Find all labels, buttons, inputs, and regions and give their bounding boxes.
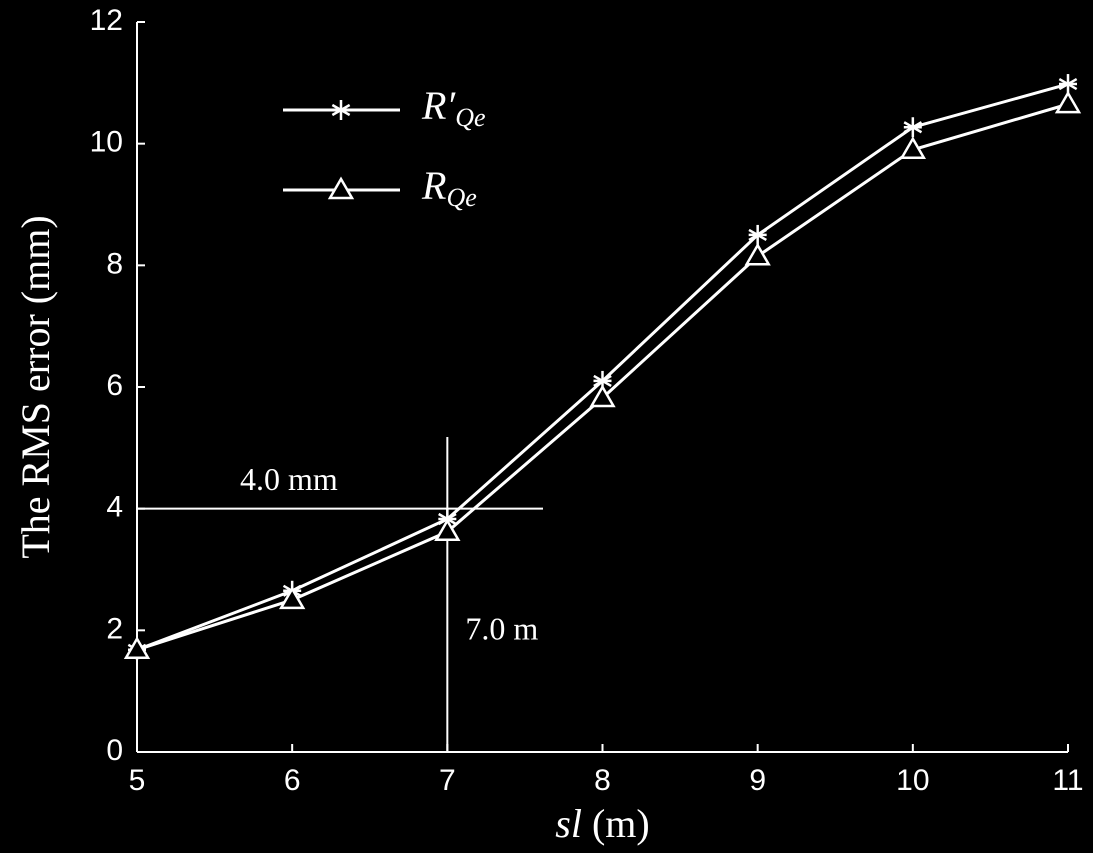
- marker: [123, 636, 151, 660]
- marker: [744, 242, 771, 266]
- marker: [593, 370, 612, 391]
- y-tick-label: 12: [90, 4, 123, 37]
- legend-marker: [331, 100, 351, 120]
- y-tick-label: 8: [106, 247, 123, 280]
- series-line: [136, 82, 1069, 652]
- y-tick-label: 4: [106, 491, 123, 524]
- marker: [1054, 90, 1082, 114]
- legend-marker: [327, 176, 355, 200]
- x-tick-label: 5: [129, 764, 146, 797]
- y-axis-label: The RMS error (mm): [13, 215, 58, 558]
- marker: [589, 384, 616, 408]
- marker: [278, 586, 306, 610]
- marker: [903, 117, 923, 138]
- x-tick-label: 10: [896, 764, 929, 797]
- y-tick-label: 2: [106, 612, 123, 645]
- x-tick-label: 7: [439, 764, 456, 797]
- legend-label: RQe: [421, 163, 477, 212]
- marker: [748, 224, 767, 245]
- y-tick-label: 6: [106, 369, 123, 402]
- x-tick-label: 8: [594, 764, 611, 797]
- x-axis-label: sl (m): [555, 801, 649, 846]
- annotation: 4.0 mm: [240, 461, 338, 497]
- marker: [899, 136, 927, 159]
- annotation: 7.0 m: [465, 610, 538, 646]
- x-tick-label: 11: [1052, 764, 1083, 797]
- marker: [434, 518, 461, 542]
- x-tick-label: 6: [284, 764, 301, 797]
- y-tick-label: 10: [90, 126, 123, 159]
- x-tick-label: 9: [749, 764, 766, 797]
- y-tick-label: 0: [106, 734, 123, 767]
- legend-label: R′Qe: [421, 83, 486, 132]
- marker-shape: [327, 176, 355, 200]
